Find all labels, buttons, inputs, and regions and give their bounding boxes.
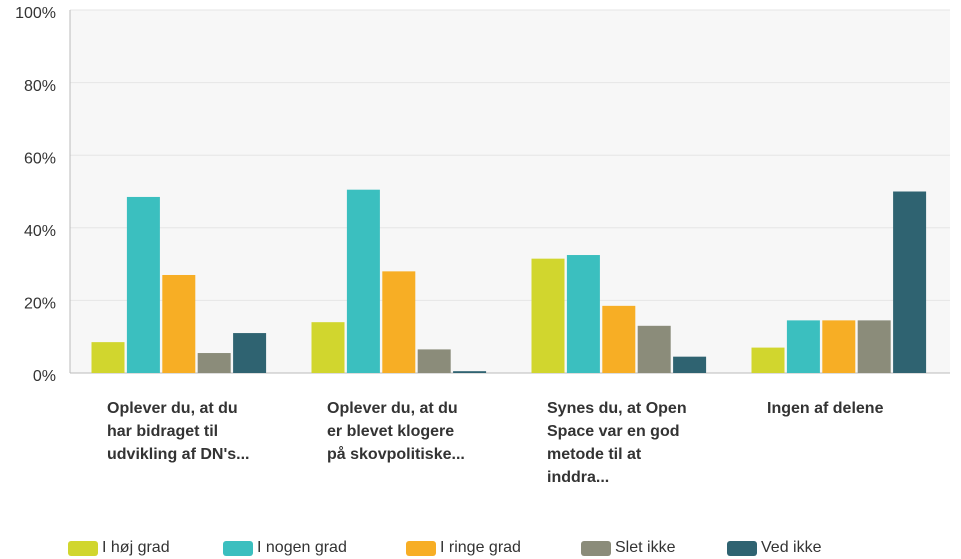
bar [417, 349, 451, 373]
bar [893, 191, 927, 373]
bar [531, 258, 565, 373]
bar [91, 342, 125, 373]
legend-label: I høj grad [102, 539, 170, 556]
bar [126, 196, 160, 373]
bar [346, 189, 380, 373]
bar [602, 305, 636, 373]
legend-label: Slet ikke [615, 539, 676, 556]
x-tick-label: Oplever du, at du er blevet klogere på s… [327, 400, 465, 463]
legend-item: I nogen grad [223, 539, 347, 557]
x-tick-label: Ingen af delene [767, 400, 884, 417]
bar [453, 371, 487, 373]
bar [857, 320, 891, 373]
legend-item: Ved ikke [727, 539, 821, 557]
bar [197, 353, 231, 373]
legend-label: Ved ikke [761, 539, 822, 556]
bar [786, 320, 820, 373]
y-tick-label: 80% [24, 78, 56, 95]
bar [822, 320, 856, 373]
bar [162, 274, 196, 373]
bar [311, 322, 345, 373]
plot-background [70, 10, 950, 373]
x-tick-label: Synes du, at Open Space var en god metod… [547, 400, 687, 486]
legend-swatch [727, 540, 757, 556]
y-tick-label: 60% [24, 150, 56, 167]
bar [382, 271, 416, 373]
y-tick-label: 20% [24, 296, 56, 313]
bar [673, 356, 707, 373]
legend-item: Slet ikke [581, 539, 675, 557]
legend-label: I ringe grad [440, 539, 521, 556]
legend-swatch [406, 540, 436, 556]
legend-swatch [581, 540, 611, 556]
bar [566, 255, 600, 373]
legend-item: I høj grad [68, 539, 170, 557]
y-tick-label: 40% [24, 223, 56, 240]
legend-swatch [68, 540, 98, 556]
y-tick-label: 100% [15, 5, 56, 22]
legend-item: I ringe grad [406, 539, 521, 557]
legend-swatch [223, 540, 253, 556]
y-tick-label: 0% [33, 368, 56, 385]
legend-label: I nogen grad [257, 539, 347, 556]
x-tick-label: Oplever du, at du har bidraget til udvik… [107, 400, 250, 463]
bar [637, 325, 671, 373]
bar [751, 347, 785, 373]
bar [233, 333, 267, 373]
